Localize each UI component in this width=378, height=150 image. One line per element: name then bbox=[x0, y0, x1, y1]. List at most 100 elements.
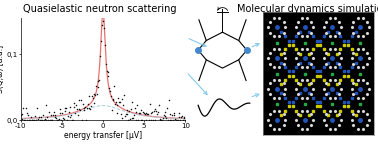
Point bbox=[120, 104, 126, 106]
Point bbox=[24, 119, 30, 121]
Point bbox=[29, 119, 36, 121]
Point bbox=[93, 85, 99, 88]
Point bbox=[72, 111, 78, 114]
Point bbox=[56, 118, 62, 120]
Point bbox=[23, 112, 29, 114]
Point bbox=[70, 119, 76, 121]
Point bbox=[148, 119, 154, 121]
Point bbox=[58, 119, 64, 121]
Point bbox=[94, 93, 100, 95]
Point bbox=[140, 111, 146, 113]
Point bbox=[147, 112, 153, 114]
Point bbox=[144, 113, 150, 116]
Point bbox=[169, 114, 175, 116]
Point bbox=[47, 119, 53, 121]
Point bbox=[71, 106, 77, 108]
Point bbox=[177, 116, 183, 118]
Point bbox=[31, 119, 37, 121]
Point bbox=[89, 94, 95, 97]
Point bbox=[164, 107, 170, 109]
Point bbox=[147, 103, 153, 105]
Point bbox=[114, 103, 120, 106]
Point bbox=[34, 119, 40, 121]
Point bbox=[91, 93, 98, 95]
Point bbox=[95, 80, 101, 82]
Point bbox=[136, 112, 142, 114]
Point bbox=[137, 112, 143, 114]
Point bbox=[103, 62, 109, 65]
Point bbox=[127, 118, 133, 120]
Point bbox=[175, 119, 181, 121]
Point bbox=[167, 119, 174, 121]
Point bbox=[77, 109, 83, 112]
Point bbox=[98, 40, 104, 42]
Point bbox=[63, 107, 69, 110]
Point bbox=[165, 118, 171, 121]
Point bbox=[138, 108, 144, 111]
Point bbox=[155, 110, 161, 113]
Point bbox=[85, 102, 91, 105]
Point bbox=[151, 110, 157, 113]
Point bbox=[115, 112, 121, 114]
Point bbox=[57, 112, 64, 114]
Point bbox=[67, 116, 73, 118]
Point bbox=[23, 107, 29, 109]
Point bbox=[48, 114, 54, 117]
Point bbox=[161, 115, 167, 117]
Point bbox=[174, 119, 180, 121]
Point bbox=[176, 111, 182, 114]
Point bbox=[55, 119, 61, 121]
Point bbox=[107, 90, 113, 92]
Point bbox=[86, 107, 92, 109]
Point bbox=[149, 111, 155, 113]
Point bbox=[50, 114, 56, 116]
Point bbox=[126, 110, 132, 112]
Point bbox=[27, 119, 33, 121]
Point bbox=[51, 110, 57, 113]
Point bbox=[119, 117, 125, 119]
Point bbox=[146, 119, 152, 121]
Point bbox=[20, 107, 26, 110]
Point bbox=[110, 99, 116, 101]
Point bbox=[54, 119, 60, 121]
Point bbox=[181, 117, 187, 119]
Point bbox=[83, 119, 89, 121]
X-axis label: energy transfer [μV]: energy transfer [μV] bbox=[64, 131, 142, 140]
Point bbox=[108, 109, 115, 111]
Point bbox=[158, 119, 164, 121]
Point bbox=[113, 100, 119, 103]
Point bbox=[125, 119, 131, 121]
Point bbox=[119, 98, 125, 100]
Point bbox=[124, 109, 130, 111]
Point bbox=[85, 94, 91, 97]
Point bbox=[117, 101, 123, 103]
Point bbox=[81, 107, 87, 109]
Point bbox=[159, 119, 165, 121]
Point bbox=[37, 119, 43, 121]
Point bbox=[115, 97, 121, 100]
Point bbox=[18, 114, 24, 116]
Point bbox=[19, 113, 25, 115]
Point bbox=[53, 116, 59, 118]
Point bbox=[76, 107, 82, 110]
Point bbox=[99, 12, 105, 15]
Point bbox=[40, 114, 46, 116]
Point bbox=[131, 114, 137, 116]
Point bbox=[163, 116, 169, 119]
Point bbox=[35, 118, 41, 120]
Point bbox=[36, 116, 42, 119]
Point bbox=[157, 119, 163, 121]
Point bbox=[129, 101, 135, 104]
Point bbox=[116, 100, 122, 103]
Point bbox=[90, 101, 96, 104]
Point bbox=[130, 117, 136, 119]
Point bbox=[108, 95, 114, 97]
Point bbox=[68, 113, 74, 116]
Point bbox=[128, 108, 134, 110]
Text: Molecular dynamics simulations: Molecular dynamics simulations bbox=[237, 4, 378, 15]
Point bbox=[44, 116, 50, 118]
Point bbox=[133, 111, 139, 113]
Point bbox=[45, 119, 51, 121]
Point bbox=[57, 108, 63, 110]
Point bbox=[101, 27, 107, 29]
